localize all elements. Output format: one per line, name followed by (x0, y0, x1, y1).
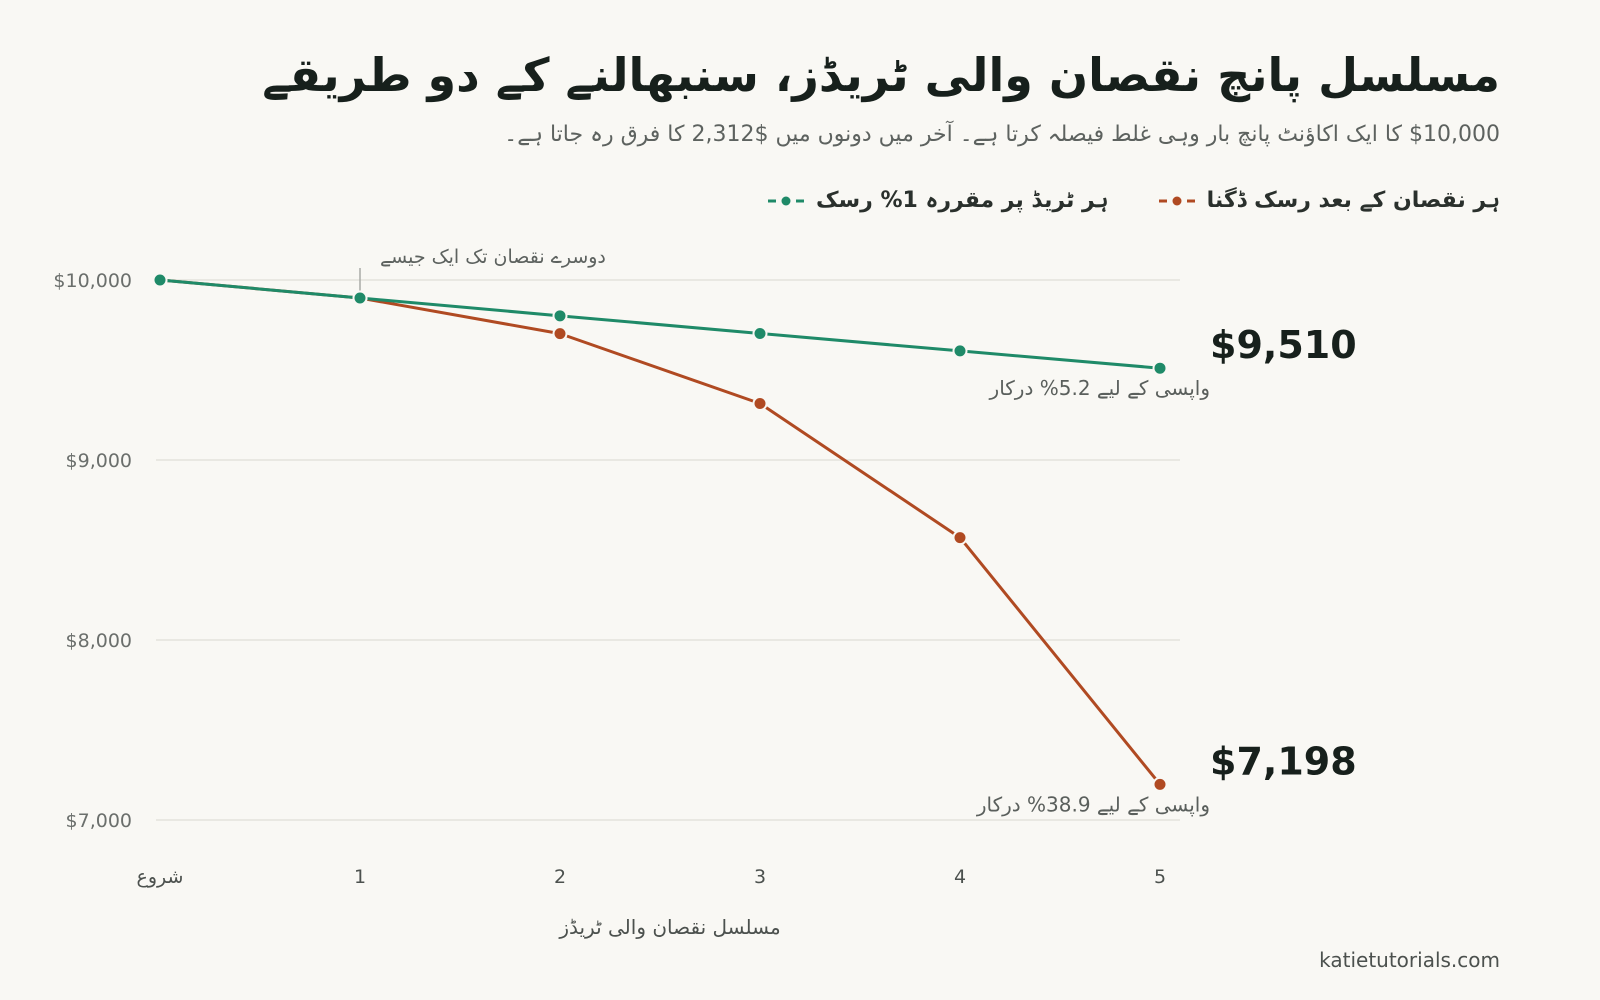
x-tick-label: 4 (954, 866, 966, 888)
data-point (152, 272, 168, 288)
legend: ہر ٹریڈ پر مقررہ 1% رسک ہر نقصان کے بعد … (766, 188, 1500, 213)
y-tick-label: $9,000 (66, 450, 132, 472)
x-axis-label: مسلسل نقصان والی ٹریڈز (558, 915, 780, 939)
end-note-label: واپسی کے لیے 5.2% درکار (989, 376, 1210, 401)
x-tick-label: 5 (1154, 866, 1166, 888)
x-tick-label: 1 (354, 866, 366, 888)
chart-title: مسلسل پانچ نقصان والی ٹریڈز، سنبھالنے کے… (262, 48, 1500, 102)
end-note-label: واپسی کے لیے 38.9% درکار (976, 792, 1210, 817)
x-tick-label: 2 (554, 866, 566, 888)
data-point (752, 325, 768, 341)
data-point (1152, 776, 1168, 792)
legend-swatch-doubling-risk (1158, 196, 1195, 205)
x-tick-label: 3 (754, 866, 766, 888)
data-point (952, 530, 968, 546)
data-point (1152, 360, 1168, 376)
legend-item-doubling-risk: ہر نقصان کے بعد رسک ڈگنا (1157, 188, 1500, 213)
data-point (552, 308, 568, 324)
end-value-label: $7,198 (1210, 739, 1357, 783)
annotation-text: دوسرے نقصان تک ایک جیسے (380, 246, 606, 268)
y-tick-label: $10,000 (53, 270, 132, 292)
y-tick-label: $7,000 (66, 810, 132, 832)
legend-label-doubling-risk: ہر نقصان کے بعد رسک ڈگنا (1206, 188, 1500, 213)
x-tick-label: شروع (137, 866, 184, 888)
data-point (952, 343, 968, 359)
series-line-0 (158, 278, 1162, 370)
data-point (752, 395, 768, 411)
legend-label-fixed-risk: ہر ٹریڈ پر مقررہ 1% رسک (815, 188, 1109, 213)
legend-swatch-fixed-risk (767, 196, 804, 205)
data-point (352, 290, 368, 306)
end-value-label: $9,510 (1210, 323, 1357, 367)
legend-item-fixed-risk: ہر ٹریڈ پر مقررہ 1% رسک (766, 188, 1109, 213)
data-point (552, 326, 568, 342)
source-credit: katietutorials.com (1319, 948, 1500, 972)
y-tick-label: $8,000 (66, 630, 132, 652)
chart-subtitle: $10,000 کا ایک اکاؤنٹ پانچ بار وہی غلط ف… (504, 122, 1500, 147)
